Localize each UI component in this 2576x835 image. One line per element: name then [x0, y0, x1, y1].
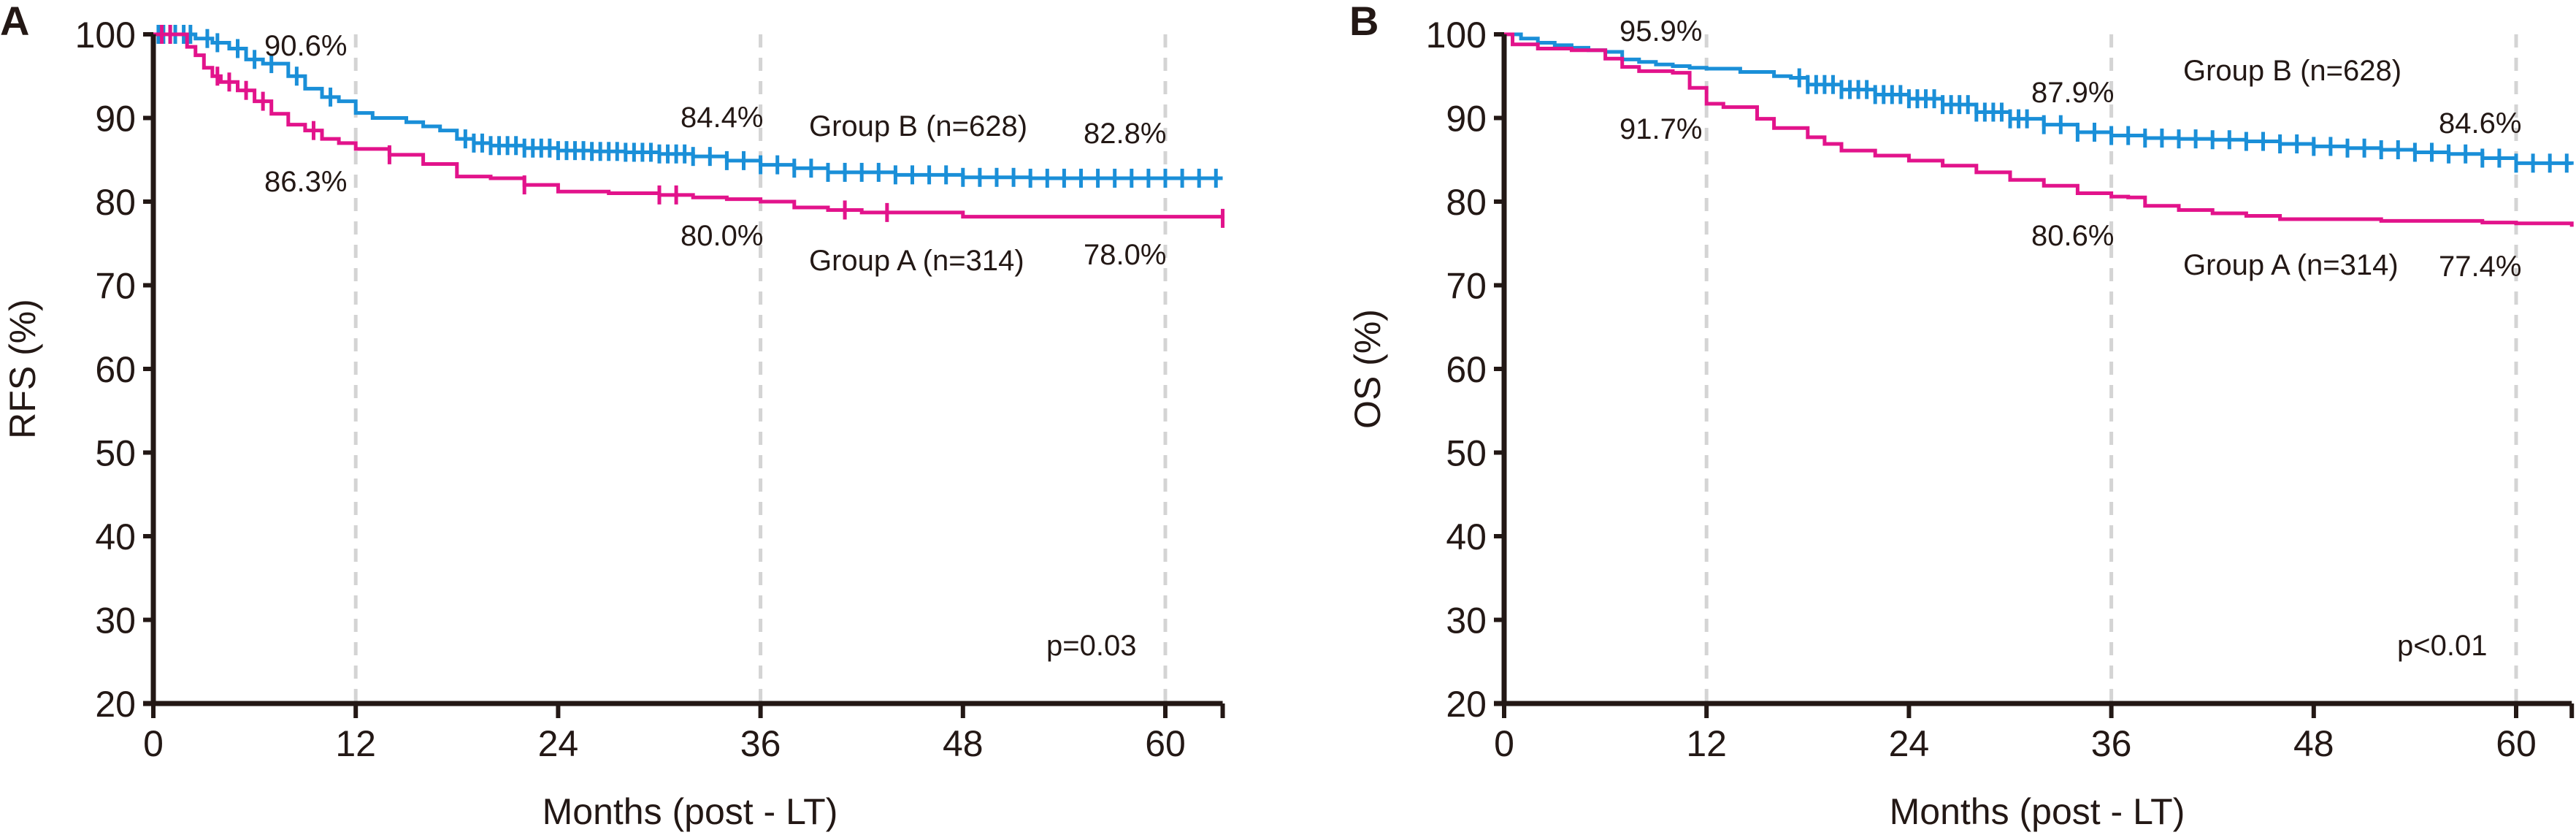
legend-group-a: Group A (n=314)	[809, 245, 1024, 277]
annotation-12-lower: 86.3%	[264, 166, 347, 198]
y-tick-label: 40	[1446, 516, 1487, 557]
y-tick-label: 80	[95, 182, 136, 223]
y-tick-label: 60	[95, 349, 136, 390]
x-axis-title: Months (post - LT)	[543, 791, 838, 832]
annotation-60-lower: 77.4%	[2439, 251, 2521, 283]
legend-group-b: Group B (n=628)	[809, 110, 1027, 142]
x-tick-label: 36	[740, 723, 781, 764]
y-tick-label: 20	[1446, 684, 1487, 725]
panel-a-rfs: A 20 30 40 50 60 70 80 90 100 0 12 24 36 48 60 RFS (%)…	[0, 0, 1225, 832]
panel-a-label: A	[0, 0, 29, 44]
y-tick-label: 30	[1446, 600, 1487, 641]
annotation-60-lower: 78.0%	[1084, 239, 1166, 271]
p-value: p=0.03	[1046, 630, 1136, 662]
survival-curves	[1504, 32, 2574, 227]
x-axis-title: Months (post - LT)	[1890, 791, 2185, 832]
annotation-60-upper: 82.8%	[1084, 118, 1166, 150]
x-tick-label: 0	[143, 723, 164, 764]
y-tick-label: 100	[75, 15, 136, 56]
annotation-36-upper: 87.9%	[2031, 77, 2114, 109]
y-axis-title: OS (%)	[1347, 309, 1388, 429]
y-tick-label: 100	[1426, 15, 1487, 56]
y-tick-label: 90	[1446, 99, 1487, 140]
y-tick-label: 20	[95, 684, 136, 725]
y-tick-label: 90	[95, 99, 136, 140]
x-tick-label: 60	[2496, 723, 2537, 764]
y-tick-label: 70	[95, 266, 136, 307]
axes: 20 30 40 50 60 70 80 90 100 0 12 24 36 48 60	[75, 15, 1225, 764]
y-tick-label: 50	[1446, 433, 1487, 474]
km-curve-group-a	[153, 32, 1225, 219]
annotation-12-upper: 90.6%	[264, 30, 347, 62]
reference-lines	[1704, 34, 2518, 704]
y-tick-label: 80	[1446, 182, 1487, 223]
annotation-36-upper: 84.4%	[681, 102, 763, 134]
y-tick-label: 50	[95, 433, 136, 474]
y-tick-label: 40	[95, 516, 136, 557]
panel-b-label: B	[1349, 0, 1379, 44]
km-curve-group-a	[1504, 32, 2574, 227]
annotation-36-lower: 80.0%	[681, 220, 763, 252]
reference-lines	[353, 34, 1168, 704]
y-tick-label: 60	[1446, 349, 1487, 390]
y-tick-label: 70	[1446, 266, 1487, 307]
x-tick-label: 24	[538, 723, 579, 764]
y-tick-label: 30	[95, 600, 136, 641]
annotation-12-lower: 91.7%	[1619, 113, 1702, 145]
x-tick-label: 60	[1145, 723, 1186, 764]
annotation-60-upper: 84.6%	[2439, 107, 2521, 140]
annotation-36-lower: 80.6%	[2031, 220, 2114, 252]
x-tick-label: 0	[1494, 723, 1514, 764]
x-tick-label: 48	[943, 723, 984, 764]
x-tick-label: 48	[2293, 723, 2334, 764]
x-tick-label: 36	[2091, 723, 2132, 764]
x-tick-label: 12	[335, 723, 376, 764]
axes: 20 30 40 50 60 70 80 90 100 0 12 24 36 48 60	[1426, 15, 2575, 764]
x-tick-label: 12	[1686, 723, 1727, 764]
annotation-12-upper: 95.9%	[1619, 15, 1702, 47]
x-tick-label: 24	[1889, 723, 1930, 764]
survival-curves	[153, 25, 1225, 228]
legend-group-b: Group B (n=628)	[2183, 55, 2401, 87]
legend-group-a: Group A (n=314)	[2183, 249, 2399, 281]
p-value: p<0.01	[2397, 630, 2487, 662]
y-axis-title: RFS (%)	[2, 299, 43, 439]
